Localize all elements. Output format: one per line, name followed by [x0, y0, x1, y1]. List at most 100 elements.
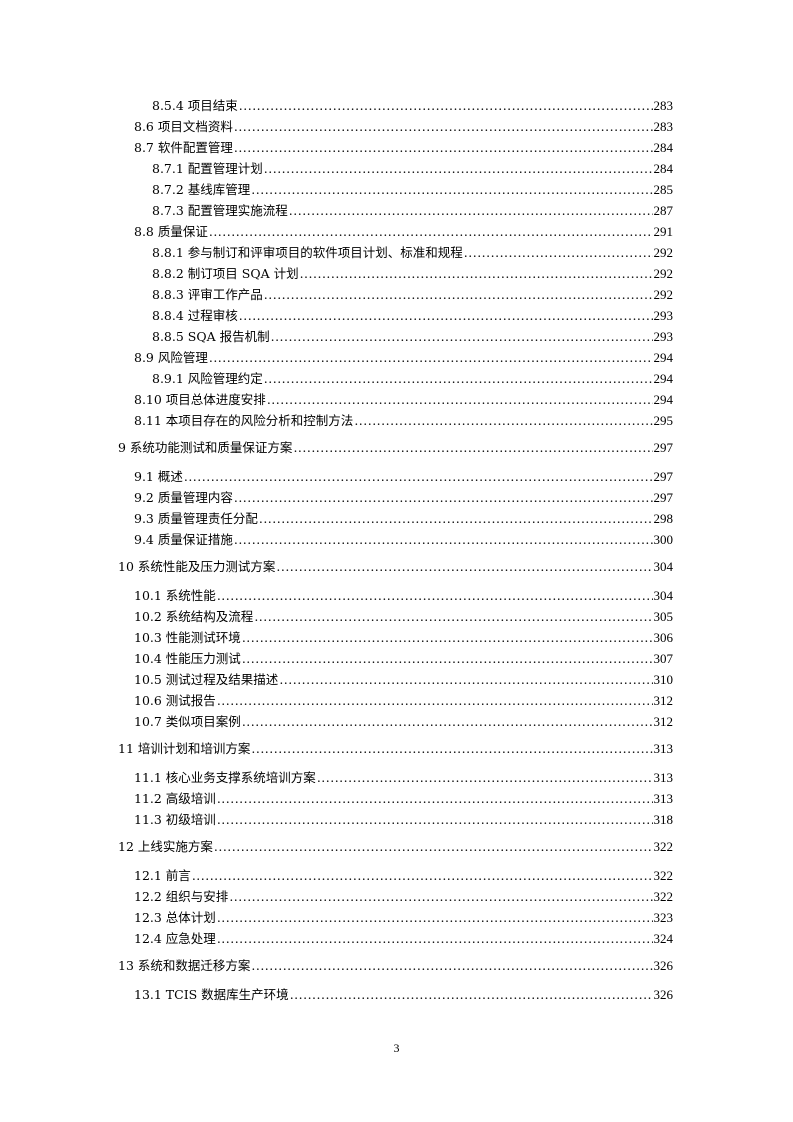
toc-entry-page: 304 [653, 559, 674, 574]
toc-entry-page: 284 [653, 161, 674, 176]
toc-entry[interactable]: 8.8.1 参与制订和评审项目的软件项目计划、标准和规程 292 [152, 242, 673, 263]
toc-entry[interactable]: 10.3 性能测试环境 306 [134, 627, 673, 648]
table-of-contents: 8.5.4 项目结束2838.6 项目文档资料2838.7 软件配置管理2848… [0, 95, 793, 1005]
toc-entry-title: 10.6 测试报告 [134, 693, 216, 708]
toc-entry-page: 318 [653, 812, 674, 827]
dot-leader [264, 158, 653, 179]
toc-entry[interactable]: 8.8.2 制订项目 SQA 计划 292 [152, 263, 673, 284]
dot-leader [251, 738, 652, 759]
toc-entry-page: 326 [653, 987, 674, 1002]
toc-entry-page: 322 [653, 839, 674, 854]
toc-entry[interactable]: 12.2 组织与安排 322 [134, 886, 673, 907]
toc-entry-title: 8.8 质量保证 [134, 224, 208, 239]
dot-leader [217, 907, 653, 928]
toc-entry[interactable]: 10.5 测试过程及结果描述 310 [134, 669, 673, 690]
toc-entry[interactable]: 8.9 风险管理 294 [134, 347, 673, 368]
toc-entry-page: 323 [653, 910, 674, 925]
toc-entry-title: 12 上线实施方案 [118, 839, 213, 854]
toc-entry[interactable]: 10.6 测试报告 312 [134, 690, 673, 711]
dot-leader [234, 487, 653, 508]
dot-leader [259, 508, 653, 529]
toc-entry-title: 8.8.2 制订项目 SQA 计划 [152, 266, 299, 281]
dot-leader [217, 585, 653, 606]
toc-entry[interactable]: 10.7 类似项目案例 312 [134, 711, 673, 732]
toc-entry-page: 307 [653, 651, 674, 666]
toc-entry-title: 12.2 组织与安排 [134, 889, 229, 904]
toc-entry[interactable]: 12 上线实施方案 322 [118, 836, 673, 857]
toc-entry-title: 10.7 类似项目案例 [134, 714, 241, 729]
toc-entry-title: 8.10 项目总体进度安排 [134, 392, 266, 407]
toc-entry-page: 294 [653, 392, 674, 407]
dot-leader [214, 836, 653, 857]
toc-entry-title: 12.4 应急处理 [134, 931, 216, 946]
dot-leader [354, 410, 652, 431]
toc-entry[interactable]: 9.2 质量管理内容 297 [134, 487, 673, 508]
toc-entry-title: 8.8.1 参与制订和评审项目的软件项目计划、标准和规程 [152, 245, 463, 260]
toc-entry-page: 312 [653, 714, 674, 729]
toc-entry-page: 313 [653, 741, 674, 756]
dot-leader [184, 466, 653, 487]
toc-entry-title: 9.4 质量保证措施 [134, 532, 233, 547]
toc-entry-page: 292 [653, 287, 674, 302]
toc-entry[interactable]: 8.7 软件配置管理 284 [134, 137, 673, 158]
dot-leader [289, 200, 653, 221]
toc-entry[interactable]: 12.3 总体计划 323 [134, 907, 673, 928]
dot-leader [242, 648, 653, 669]
dot-leader [192, 865, 653, 886]
toc-entry-page: 313 [653, 791, 674, 806]
toc-entry[interactable]: 8.6 项目文档资料 283 [134, 116, 673, 137]
toc-entry[interactable]: 11.2 高级培训 313 [134, 788, 673, 809]
toc-entry-page: 313 [653, 770, 674, 785]
toc-entry-page: 283 [653, 119, 674, 134]
dot-leader [234, 137, 653, 158]
toc-entry-page: 297 [653, 440, 674, 455]
toc-entry[interactable]: 8.7.1 配置管理计划 284 [152, 158, 673, 179]
toc-entry-page: 305 [653, 609, 674, 624]
dot-leader [267, 389, 653, 410]
toc-entry[interactable]: 8.9.1 风险管理约定 294 [152, 368, 673, 389]
toc-entry-title: 13.1 TCIS 数据库生产环境 [134, 987, 289, 1002]
toc-entry[interactable]: 8.7.3 配置管理实施流程 287 [152, 200, 673, 221]
toc-entry-title: 10.2 系统结构及流程 [134, 609, 254, 624]
toc-entry-title: 8.11 本项目存在的风险分析和控制方法 [134, 413, 354, 428]
toc-entry-title: 8.9 风险管理 [134, 350, 208, 365]
toc-entry[interactable]: 9.4 质量保证措施 300 [134, 529, 673, 550]
toc-entry[interactable]: 8.8.5 SQA 报告机制 293 [152, 326, 673, 347]
dot-leader [251, 955, 652, 976]
toc-entry[interactable]: 8.8 质量保证 291 [134, 221, 673, 242]
toc-entry[interactable]: 13.1 TCIS 数据库生产环境 326 [134, 984, 673, 1005]
toc-entry[interactable]: 12.1 前言 322 [134, 865, 673, 886]
toc-entry[interactable]: 13 系统和数据迁移方案 326 [118, 955, 673, 976]
toc-entry-page: 294 [653, 371, 674, 386]
toc-entry-page: 287 [653, 203, 674, 218]
toc-entry-title: 11 培训计划和培训方案 [118, 741, 251, 756]
toc-entry-title: 10.4 性能压力测试 [134, 651, 241, 666]
toc-entry-page: 322 [653, 868, 674, 883]
toc-entry[interactable]: 8.8.3 评审工作产品 292 [152, 284, 673, 305]
dot-leader [209, 347, 653, 368]
toc-entry[interactable]: 11.3 初级培训 318 [134, 809, 673, 830]
toc-entry[interactable]: 11.1 核心业务支撑系统培训方案 313 [134, 767, 673, 788]
toc-entry[interactable]: 9.3 质量管理责任分配 298 [134, 508, 673, 529]
toc-entry[interactable]: 10 系统性能及压力测试方案 304 [118, 556, 673, 577]
toc-entry[interactable]: 10.4 性能压力测试 307 [134, 648, 673, 669]
toc-entry[interactable]: 9 系统功能测试和质量保证方案 297 [118, 437, 673, 458]
toc-entry[interactable]: 8.5.4 项目结束 283 [152, 95, 673, 116]
toc-entry-title: 8.6 项目文档资料 [134, 119, 233, 134]
dot-leader [229, 886, 652, 907]
toc-entry[interactable]: 8.11 本项目存在的风险分析和控制方法 295 [134, 410, 673, 431]
toc-entry[interactable]: 10.1 系统性能 304 [134, 585, 673, 606]
dot-leader [217, 809, 653, 830]
toc-entry-title: 8.9.1 风险管理约定 [152, 371, 263, 386]
toc-entry[interactable]: 10.2 系统结构及流程 305 [134, 606, 673, 627]
toc-entry[interactable]: 12.4 应急处理 324 [134, 928, 673, 949]
dot-leader [242, 627, 653, 648]
toc-entry-title: 10.1 系统性能 [134, 588, 216, 603]
toc-entry[interactable]: 11 培训计划和培训方案 313 [118, 738, 673, 759]
toc-entry[interactable]: 8.7.2 基线库管理 285 [152, 179, 673, 200]
toc-entry-page: 300 [653, 532, 674, 547]
toc-entry[interactable]: 9.1 概述 297 [134, 466, 673, 487]
toc-entry[interactable]: 8.8.4 过程审核 293 [152, 305, 673, 326]
toc-entry[interactable]: 8.10 项目总体进度安排 294 [134, 389, 673, 410]
toc-entry-page: 306 [653, 630, 674, 645]
